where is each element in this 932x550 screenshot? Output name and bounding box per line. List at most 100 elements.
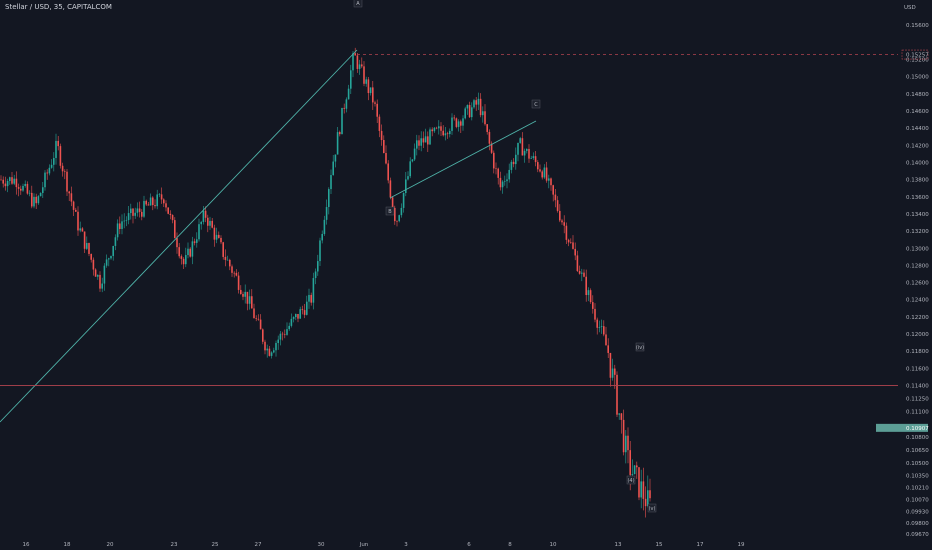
candle-body [68, 191, 70, 194]
candle-body [517, 142, 519, 155]
candle-body [603, 326, 605, 335]
candle-body [215, 234, 218, 240]
candle-body [431, 129, 433, 132]
candle-body [70, 193, 73, 202]
y-tick-label: 0.13000 [906, 246, 929, 252]
candle-body [33, 196, 35, 207]
candle-body [193, 241, 196, 243]
y-tick-label: 0.11100 [906, 409, 929, 415]
candle-body [204, 210, 207, 218]
candle-body [330, 175, 332, 190]
candle-body [640, 481, 642, 498]
candle-body [567, 239, 570, 243]
candle-body [90, 253, 92, 260]
candle-body [336, 132, 339, 155]
candle-body [605, 334, 607, 346]
candle-body [572, 242, 574, 249]
candle-body [482, 111, 484, 116]
candle-body [132, 208, 134, 216]
wave-label-text: (iv) [636, 345, 644, 351]
candle-body [576, 255, 579, 271]
candle-body [526, 148, 528, 151]
candle-body [592, 302, 594, 309]
candle-body [262, 329, 264, 342]
y-tick-label: 0.12200 [906, 315, 929, 321]
candle-body [286, 329, 288, 335]
candle-body [15, 178, 18, 188]
candle-body [644, 498, 647, 507]
candle-body [266, 348, 268, 351]
candle-body [112, 245, 114, 256]
candle-body [345, 99, 348, 109]
candle-body [570, 242, 572, 244]
candle-body [341, 107, 343, 135]
candle-body [607, 345, 609, 353]
candle-body [284, 334, 286, 335]
wave-label-box [635, 342, 645, 352]
candle-body [358, 64, 361, 69]
candle-body [138, 208, 141, 212]
drawing-overlays: A B C (iv) (4) (v) [0, 0, 898, 513]
candle-body [116, 223, 119, 238]
candle-body [499, 177, 502, 188]
candle-body [317, 261, 319, 272]
candle-body [288, 325, 290, 330]
candle-body [83, 231, 86, 249]
wave-label-text: B [388, 209, 392, 215]
candle-body [202, 210, 205, 222]
candle-body [350, 70, 352, 89]
candle-series [0, 47, 651, 518]
candle-body [200, 221, 202, 225]
candle-body [4, 183, 7, 187]
candle-body [387, 163, 389, 181]
x-tick-label: 17 [697, 542, 704, 548]
candle-body [394, 207, 396, 222]
candle-body [521, 138, 524, 156]
candle-body [136, 208, 139, 213]
candle-body [86, 243, 88, 249]
candle-body [281, 333, 284, 335]
candle-body [367, 79, 370, 94]
candle-body [224, 256, 227, 260]
candle-body [600, 326, 603, 327]
candle-body [28, 192, 31, 194]
candle-body [11, 177, 13, 184]
y-tick-label: 0.13600 [906, 195, 929, 201]
y-tick-label: 0.10500 [906, 461, 929, 467]
candle-body [301, 309, 304, 311]
candle-body [636, 465, 638, 468]
candle-body [176, 238, 178, 248]
time-axis[interactable]: 16 18 20 23 25 27 30 Jun 3 6 8 10 13 15 17 19 [23, 542, 745, 548]
candle-body [609, 352, 612, 378]
candle-body [53, 157, 55, 165]
candle-body [596, 319, 598, 328]
price-axis[interactable]: USD 0.15600 0.15200 0.15000 0.14800 0.14600 0.… [876, 5, 929, 538]
candle-body [647, 490, 649, 507]
candle-body [334, 154, 337, 162]
candle-body [125, 220, 128, 221]
candle-body [229, 259, 231, 267]
candle-body [253, 308, 255, 319]
level-price-box [901, 49, 929, 60]
candle-body [475, 100, 477, 105]
candle-body [332, 161, 334, 176]
candle-body [37, 196, 40, 204]
candle-body [552, 185, 554, 195]
y-tick-label: 0.10350 [906, 474, 929, 480]
candle-body [585, 276, 587, 296]
candle-body [534, 156, 537, 163]
candle-body [385, 153, 387, 164]
candle-body [35, 196, 37, 204]
candle-body [365, 79, 367, 84]
candle-body [244, 291, 246, 297]
candle-body [99, 274, 101, 289]
candle-body [9, 177, 11, 181]
candle-body [292, 317, 295, 319]
candle-body [121, 221, 123, 229]
candle-body [464, 108, 466, 119]
candle-body [226, 259, 229, 261]
candle-body [532, 156, 535, 159]
candle-body [79, 228, 81, 231]
x-tick-label: Jun [359, 542, 369, 548]
